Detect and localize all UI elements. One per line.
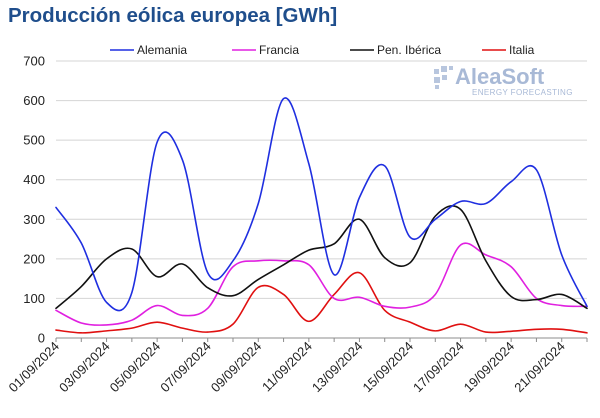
x-tick-label: 19/09/2024	[461, 339, 518, 396]
x-tick-label: 03/09/2024	[56, 339, 113, 396]
x-tick-label: 09/09/2024	[208, 339, 265, 396]
legend-label: Francia	[259, 43, 299, 57]
y-tick-label: 100	[23, 291, 45, 306]
y-tick-label: 400	[23, 172, 45, 187]
legend: Alemania Francia Pen. Ibérica Italia	[110, 43, 535, 57]
series-line-italia	[55, 271, 588, 334]
y-tick-label: 500	[23, 133, 45, 148]
aleasoft-watermark: AleaSoft ENERGY FORECASTING	[434, 64, 573, 97]
x-tick-label: 15/09/2024	[359, 339, 416, 396]
series-line-pen-iberica	[55, 205, 588, 310]
legend-label: Pen. Ibérica	[377, 43, 441, 57]
chart-title: Producción eólica europea [GWh]	[8, 4, 338, 27]
legend-label: Italia	[509, 43, 535, 57]
x-tick-label: 17/09/2024	[410, 339, 467, 396]
logo-square	[441, 66, 447, 72]
series-line-alemania	[55, 97, 588, 312]
y-tick-label: 0	[38, 331, 45, 346]
x-axis: 01/09/202403/09/202405/09/202407/09/2024…	[5, 337, 588, 396]
y-tick-label: 700	[23, 54, 45, 69]
aleasoft-logo-icon	[434, 66, 453, 89]
logo-square	[434, 77, 440, 83]
logo-square	[442, 75, 447, 80]
legend-label: Alemania	[137, 43, 187, 57]
logo-square	[449, 66, 453, 70]
watermark-tagline: ENERGY FORECASTING	[472, 88, 573, 97]
x-tick-label: 11/09/2024	[259, 339, 315, 395]
x-tick-label: 07/09/2024	[157, 339, 214, 396]
x-tick-label: 13/09/2024	[309, 339, 366, 396]
y-tick-label: 200	[23, 251, 45, 266]
logo-square	[435, 85, 439, 89]
x-tick-label: 21/09/2024	[511, 339, 568, 396]
grid-lines	[56, 60, 587, 339]
series-line-francia	[55, 242, 588, 326]
watermark-brand: AleaSoft	[455, 64, 545, 89]
x-tick-label: 05/09/2024	[107, 339, 164, 396]
y-tick-label: 600	[23, 93, 45, 108]
y-tick-label: 300	[23, 212, 45, 227]
logo-square	[434, 69, 439, 74]
x-tick-label: 01/09/2024	[5, 339, 62, 396]
y-axis: 0 100 200 300 400 500 600 700	[23, 54, 45, 346]
series-lines	[55, 97, 588, 334]
